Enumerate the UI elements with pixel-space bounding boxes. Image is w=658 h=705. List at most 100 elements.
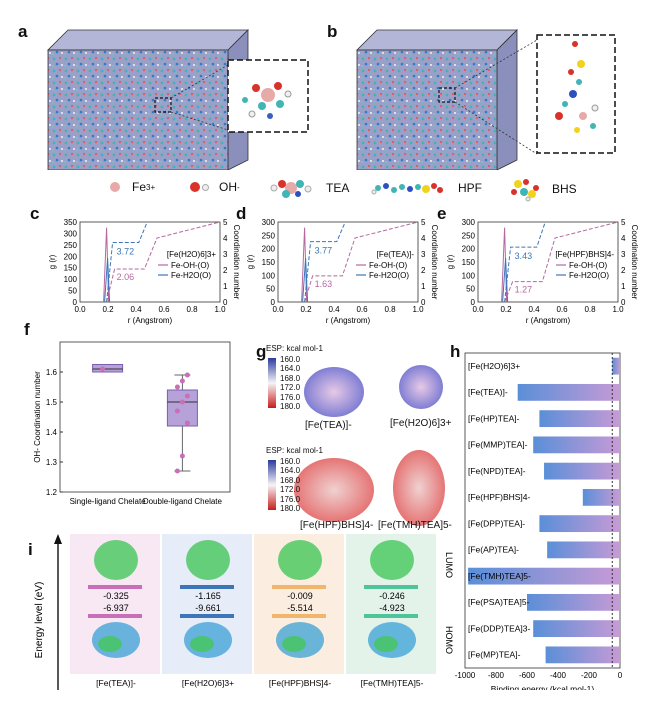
y-right-tick-label: 5 bbox=[621, 218, 626, 227]
x-tick-label: -1000 bbox=[455, 671, 476, 680]
homo-orbital-lobe bbox=[282, 636, 306, 652]
tea-molecule-icon bbox=[270, 180, 312, 198]
legend-tea: TEA bbox=[268, 176, 349, 200]
annotation-h2o: 3.43 bbox=[515, 251, 533, 261]
homo-level bbox=[272, 614, 326, 618]
lumo-value: -1.165 bbox=[195, 591, 221, 601]
legend-label: Fe-H2O(O) bbox=[369, 271, 409, 280]
y-right-tick-label: 0 bbox=[621, 298, 626, 307]
simulation-boxes bbox=[47, 29, 616, 170]
y-right-tick-label: 0 bbox=[223, 298, 228, 307]
orbital-column-1: -1.165 -9.661 bbox=[162, 534, 252, 674]
y-tick-label: 300 bbox=[64, 229, 78, 238]
panel-label-a: a bbox=[18, 22, 28, 41]
x-tick-label: 0.6 bbox=[356, 305, 368, 314]
y-tick-label: 250 bbox=[64, 241, 78, 250]
lumo-orbital-lobe bbox=[94, 540, 138, 580]
bar-category-label: [Fe(TEA)]- bbox=[468, 387, 508, 397]
lumo-level bbox=[88, 585, 142, 589]
esp-map-fe-h2o6 bbox=[399, 365, 443, 409]
rdf-peak-h2o bbox=[302, 257, 309, 303]
x-axis-label: r (Angstrom) bbox=[128, 316, 173, 325]
lumo-orbital-lobe bbox=[370, 540, 414, 580]
y-right-tick-label: 2 bbox=[421, 266, 426, 275]
y-tick-label: 50 bbox=[466, 285, 475, 294]
esp-label-top: ESP: kcal mol-1 bbox=[266, 344, 323, 353]
homo-level bbox=[364, 614, 418, 618]
y-tick-label: 250 bbox=[262, 231, 276, 240]
esp-maps bbox=[268, 358, 445, 526]
x-tick-label: -600 bbox=[519, 671, 536, 680]
x-tick-label: 0.0 bbox=[74, 305, 86, 314]
molecule-label: [Fe(H2O)6]3+ bbox=[182, 678, 234, 688]
x-tick-label: 0.4 bbox=[328, 305, 340, 314]
x-tick-label: 0.2 bbox=[500, 305, 512, 314]
lumo-level bbox=[272, 585, 326, 589]
data-point bbox=[174, 384, 180, 390]
y-tick-label: 100 bbox=[64, 275, 78, 284]
rdf-axes-frame bbox=[477, 221, 619, 303]
rdf-title: [Fe(HPF)BHS]4- bbox=[555, 250, 614, 259]
molecule-label: [Fe(HPF)BHS]4- bbox=[269, 678, 332, 688]
panel-label-e: e bbox=[437, 204, 447, 223]
legend-label: Fe-OH-(O) bbox=[369, 261, 408, 270]
y-tick-label: 200 bbox=[64, 252, 78, 261]
x-tick-label: 0.0 bbox=[272, 305, 284, 314]
y-tick-label: 250 bbox=[462, 231, 476, 240]
bar-category-label: [Fe(NPD)TEA]- bbox=[468, 466, 526, 476]
bar bbox=[545, 646, 620, 664]
y-tick-label: 50 bbox=[68, 287, 77, 296]
coordination-boxplot: 1.2 1.3 1.4 1.5 1.6 OH- Coordination number Si… bbox=[33, 341, 231, 506]
bar bbox=[533, 436, 620, 454]
orbital-column-3: -0.246 -4.923 bbox=[346, 534, 436, 674]
y-tick-label: 0 bbox=[73, 298, 78, 307]
y-axis-label: g (r) bbox=[446, 254, 455, 269]
data-point bbox=[174, 468, 180, 474]
y-tick-label: 300 bbox=[262, 218, 276, 227]
annotation-h2o: 3.77 bbox=[315, 246, 333, 256]
y-tick-label: 1.2 bbox=[46, 488, 58, 497]
homo-value: -6.937 bbox=[103, 603, 129, 613]
data-point bbox=[184, 393, 190, 399]
rdf-panel-d: 0 50 100 150 200 250 300 0 1 2 3 4 5 0.0 0.2 0.4 0.6 0.8 1… bbox=[246, 218, 439, 325]
y-right-tick-label: 1 bbox=[621, 282, 626, 291]
y-right-tick-label: 0 bbox=[421, 298, 426, 307]
bar-category-label: [Fe(H2O)6]3+ bbox=[468, 361, 520, 371]
x-tick-label: 0.8 bbox=[384, 305, 396, 314]
legend-label: Fe-OH-(O) bbox=[171, 261, 210, 270]
x-tick-label: -800 bbox=[488, 671, 505, 680]
y-tick-label: 150 bbox=[64, 264, 78, 273]
coord-curve-h2o bbox=[106, 221, 148, 303]
bar-category-label: [Fe(MMP)TEA]- bbox=[468, 440, 528, 450]
molecule-label: [Fe(TMH)TEA]5- bbox=[361, 678, 424, 688]
x-axis-label: r (Angstrom) bbox=[526, 316, 571, 325]
legend-oh: OH - bbox=[190, 180, 240, 194]
orbital-column-2: -0.009 -5.514 bbox=[254, 534, 344, 674]
homo-value: -4.923 bbox=[379, 603, 405, 613]
box-0 bbox=[92, 364, 124, 373]
x-tick-label: 0.6 bbox=[158, 305, 170, 314]
data-point bbox=[179, 378, 185, 384]
bar bbox=[547, 541, 620, 559]
y-right-tick-label: 2 bbox=[621, 266, 626, 275]
bar-category-label: [Fe(TMH)TEA]5- bbox=[468, 571, 531, 581]
panel-label-h: h bbox=[450, 342, 461, 361]
box-axes-frame bbox=[59, 341, 231, 493]
rdf-panel-c: 0 50 100 150 200 250 300 350 0 1 2 3 4 5 0.0 0.2 0.4 0.6 0… bbox=[48, 218, 241, 325]
legend-label: Fe-H2O(O) bbox=[171, 271, 211, 280]
annotation-oh: 1.27 bbox=[515, 285, 533, 295]
annotation-oh: 1.63 bbox=[315, 279, 333, 289]
y-right-tick-label: 5 bbox=[223, 218, 228, 227]
y-tick-label: 0 bbox=[271, 298, 276, 307]
x-axis-label: r (Angstrom) bbox=[326, 316, 371, 325]
box-1 bbox=[166, 372, 198, 474]
lumo-value: -0.246 bbox=[379, 591, 405, 601]
legend-label: Fe-H2O(O) bbox=[569, 271, 609, 280]
esp-label-bottom: ESP: kcal mol-1 bbox=[266, 446, 323, 455]
panel-label-c: c bbox=[30, 204, 40, 223]
y-tick-label: 1.4 bbox=[46, 428, 58, 437]
homo-orbital-lobe bbox=[98, 636, 122, 652]
homo-level bbox=[180, 614, 234, 618]
bar-category-label: [Fe(PSA)TEA]5- bbox=[468, 597, 530, 607]
